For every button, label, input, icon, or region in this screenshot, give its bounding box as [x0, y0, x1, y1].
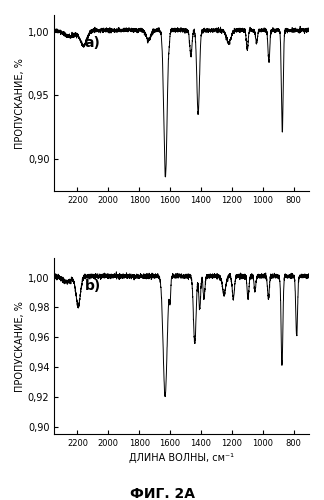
- Text: a): a): [85, 36, 101, 50]
- X-axis label: ДЛИНА ВОЛНЫ, см⁻¹: ДЛИНА ВОЛНЫ, см⁻¹: [129, 452, 234, 462]
- Text: b): b): [85, 279, 101, 293]
- Text: ФИГ. 2А: ФИГ. 2А: [130, 486, 194, 500]
- Y-axis label: ПРОПУСКАНИЕ, %: ПРОПУСКАНИЕ, %: [15, 58, 25, 148]
- Y-axis label: ПРОПУСКАНИЕ, %: ПРОПУСКАНИЕ, %: [15, 301, 25, 392]
